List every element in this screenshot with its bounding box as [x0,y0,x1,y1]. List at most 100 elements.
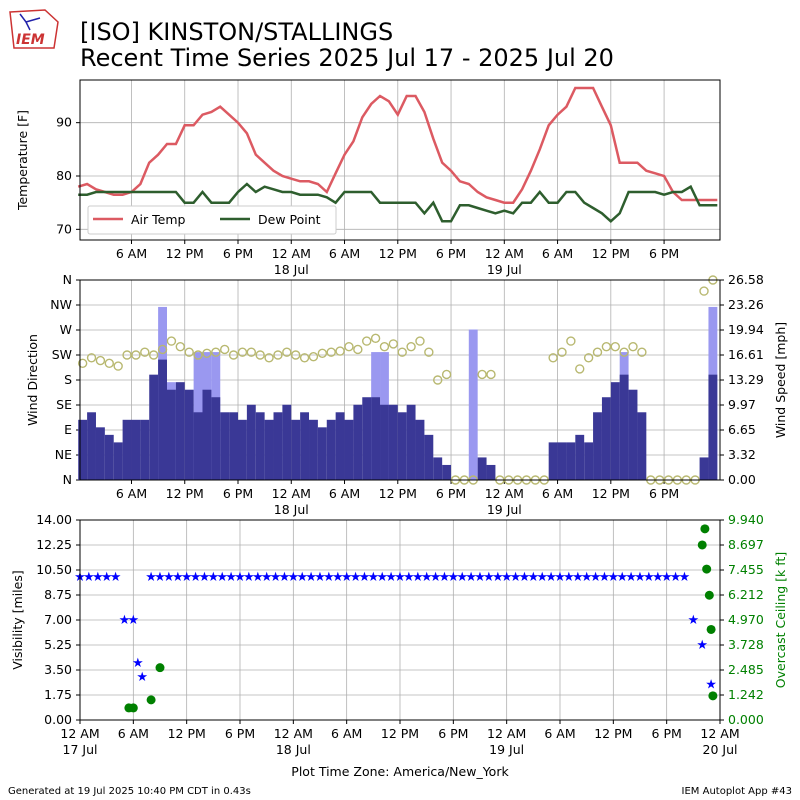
wind-direction-point [575,364,585,374]
wind-direction-point [299,353,310,363]
wind-speed-bar [300,412,310,480]
y-tick-label: S [64,372,72,387]
wind-speed-bar [557,442,567,480]
visibility-point: ★ [412,570,424,585]
wind-speed-bar [220,412,230,480]
wind-speed-bar [309,419,318,480]
visibility-point: ★ [528,570,540,585]
visibility-point: ★ [545,570,557,585]
wind-speed-bar [95,427,105,480]
visibility-point: ★ [448,570,460,585]
visibility-point: ★ [208,570,220,585]
wind-speed-bar [273,412,283,480]
ceiling-point [128,703,138,713]
wind-direction-point [353,344,363,355]
wind-direction-point [255,350,265,360]
y-tick-label: SW [52,347,72,362]
wind-speed-bar [87,412,96,480]
footer-right: IEM Autoplot App #43 [682,786,792,797]
x-axis-label: Plot Time Zone: America/New_York [291,764,509,779]
wind-speed-bar [291,419,301,480]
wind-speed-bar [202,389,212,480]
ceiling-point [708,691,718,701]
wind-speed-bar [193,412,203,480]
plot-frame [79,279,721,481]
visibility-point: ★ [465,570,477,585]
visibility-point: ★ [536,570,548,585]
visibility-point: ★ [190,570,202,585]
wind-speed-bar [628,389,638,480]
y-right-tick-label: 16.61 [728,347,764,362]
wind-direction-point [699,286,709,296]
air-temp-line [77,86,718,204]
wind-direction-point [388,339,399,349]
wind-speed-bar [708,374,718,480]
wind-direction-point [193,350,203,360]
x-tick-label: 12 PM [166,486,204,501]
x-tick-label: 12 AM [272,486,311,501]
y-tick-label: 70 [56,221,72,236]
visibility-point: ★ [421,570,433,585]
wind-direction-point [166,336,177,346]
wind-direction-point [131,350,141,360]
x-tick-label: 12 PM [168,726,206,741]
y-right-tick-label: 9.940 [728,512,764,527]
temperature-ylabel: Temperature [F] [15,110,30,211]
x-tick-label: 12 PM [594,726,632,741]
x-tick-label: 6 AM [544,726,575,741]
wind-direction-point [246,347,257,357]
visibility-point: ★ [128,613,140,628]
x-date-label: 19 Jul [489,742,524,757]
visibility-point: ★ [323,570,335,585]
wind-speed-bar [433,457,443,480]
visibility-ylabel: Visibility [miles] [10,570,25,669]
visibility-point: ★ [643,570,655,585]
wind-direction-point [104,358,114,369]
wind-speed-bar [326,419,336,480]
wind-speed-bar [699,457,709,480]
wind-direction-point [228,350,239,360]
visibility-point: ★ [154,570,166,585]
wind-direction-point [282,347,292,357]
visibility-point: ★ [696,638,708,653]
y-tick-label: 80 [56,168,72,183]
logo-text: IEM [16,32,45,48]
y-right-tick-label: 0.000 [728,712,764,727]
visibility-point: ★ [234,570,246,585]
y-tick-label: 1.75 [44,687,72,702]
y-right-tick-label: 6.65 [728,422,756,437]
x-tick-label: 12 AM [487,726,526,741]
wind-direction-point [175,341,186,352]
x-date-label: 20 Jul [703,742,738,757]
y-tick-label: NW [50,297,72,312]
wind-speed-bar [380,404,389,480]
ceiling-point [155,663,165,673]
visibility-point: ★ [705,677,717,692]
y-right-tick-label: 26.58 [728,272,764,287]
wind-direction-point [77,358,88,369]
temperature-panel: 6 AM 12 PM 6 PM 12 AM 6 AM 12 PM 6 PM 12 AM 6 AM… [56,79,721,277]
wind-direction-point [335,346,345,356]
wind-direction-point [619,347,629,357]
visibility-point: ★ [430,570,442,585]
wind-speed-bar [335,412,345,480]
wind-direction-point [441,369,452,380]
visibility-point: ★ [83,570,95,585]
visibility-point: ★ [456,570,468,585]
visibility-point: ★ [136,670,148,685]
wind-speed-bar [353,404,363,480]
visibility-point: ★ [350,570,362,585]
y-right-tick-label: 9.97 [728,397,756,412]
x-date-label: 18 Jul [274,502,309,517]
wind-direction-point [140,347,150,357]
wind-direction-point [148,350,159,360]
wind-direction-point [326,347,336,357]
y-right-tick-label: 13.29 [728,372,764,387]
wind-speed-bar [78,419,88,480]
wind-direction-point [424,347,434,357]
x-tick-label: 12 PM [592,486,630,501]
x-tick-label: 6 AM [116,246,147,261]
wind-direction-point [95,355,106,366]
iem-logo: IEM [9,9,59,49]
